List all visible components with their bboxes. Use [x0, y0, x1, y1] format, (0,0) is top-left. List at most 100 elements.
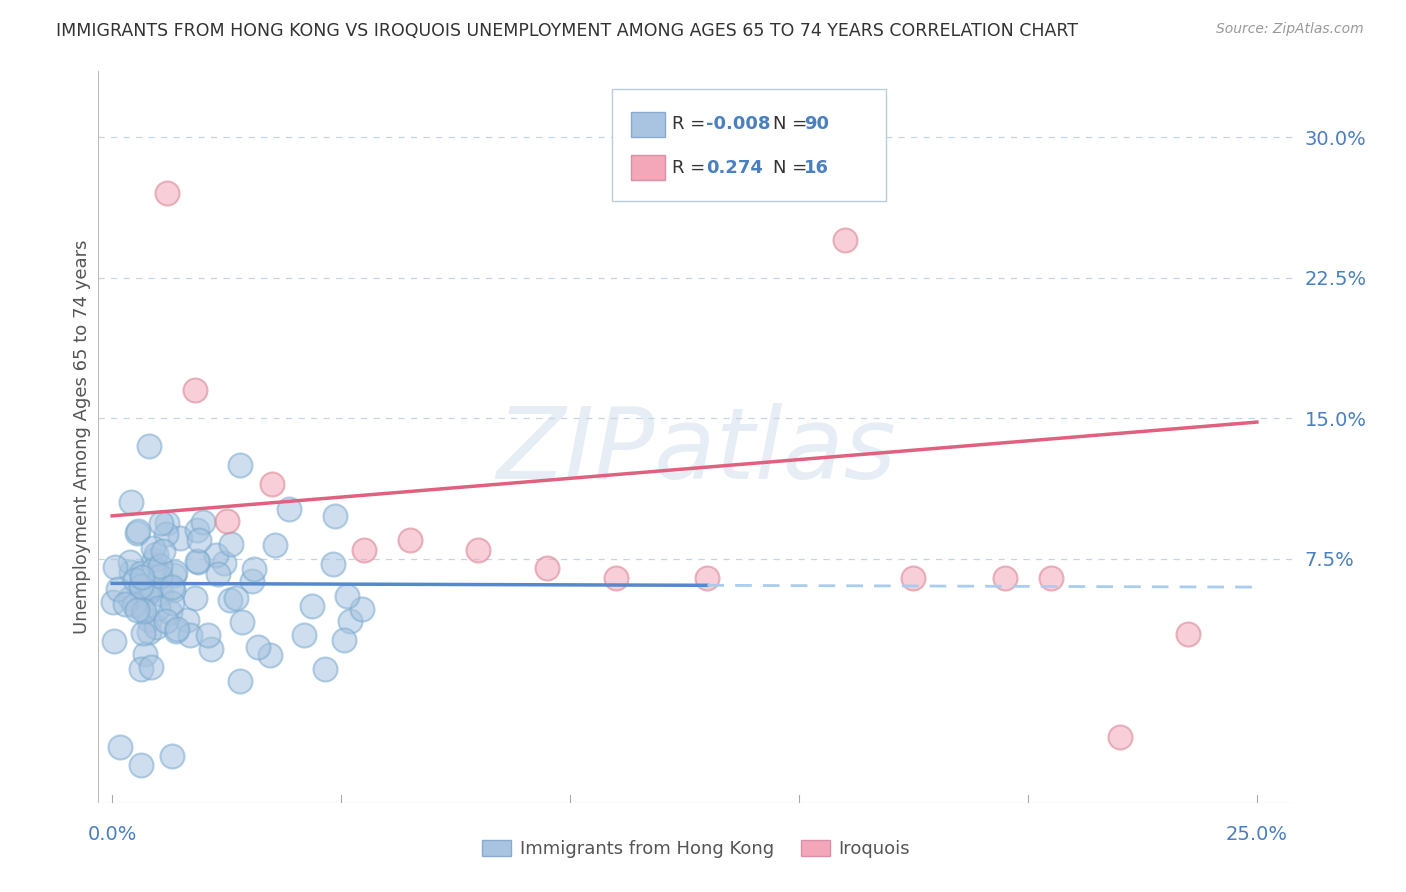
Point — [179, 628, 201, 642]
Point — [120, 591, 142, 606]
Point — [156, 516, 179, 531]
Point — [139, 581, 162, 595]
Point — [219, 537, 242, 551]
Point — [184, 591, 207, 606]
Point — [125, 526, 148, 541]
Point — [165, 624, 187, 639]
Point — [163, 566, 186, 580]
Point — [278, 502, 301, 516]
Point — [135, 587, 157, 601]
Point — [262, 477, 284, 491]
Point — [332, 633, 354, 648]
Point — [160, 596, 183, 610]
Point — [150, 516, 173, 530]
Point — [186, 554, 208, 568]
Point — [114, 597, 136, 611]
Text: 0.0%: 0.0% — [87, 825, 136, 845]
Point — [139, 583, 162, 598]
Point — [138, 440, 160, 454]
Point — [124, 574, 146, 588]
Point — [149, 558, 172, 573]
Point — [183, 383, 205, 397]
Point — [145, 619, 167, 633]
Point — [101, 594, 124, 608]
Point — [131, 570, 153, 584]
Point — [149, 569, 172, 583]
Point — [160, 748, 183, 763]
Point — [193, 515, 215, 529]
Point — [353, 542, 375, 557]
Point — [186, 523, 208, 537]
Point — [322, 557, 344, 571]
Text: 90: 90 — [804, 115, 830, 134]
Point — [155, 526, 177, 541]
Point — [163, 567, 186, 582]
Point — [207, 567, 229, 582]
Text: N =: N = — [773, 159, 807, 177]
Point — [162, 582, 184, 597]
Text: IMMIGRANTS FROM HONG KONG VS IROQUOIS UNEMPLOYMENT AMONG AGES 65 TO 74 YEARS COR: IMMIGRANTS FROM HONG KONG VS IROQUOIS UN… — [56, 22, 1078, 40]
Point — [214, 556, 236, 570]
Point — [169, 532, 191, 546]
Point — [142, 562, 165, 576]
Text: R =: R = — [672, 115, 711, 134]
Point — [903, 571, 925, 585]
Legend: Immigrants from Hong Kong, Iroquois: Immigrants from Hong Kong, Iroquois — [472, 830, 920, 867]
Point — [129, 579, 152, 593]
Point — [1108, 730, 1130, 744]
Point — [108, 739, 131, 754]
Point — [323, 509, 346, 524]
Point — [134, 604, 156, 618]
Point — [398, 533, 420, 548]
Point — [166, 622, 188, 636]
Point — [118, 555, 141, 569]
Text: 0.274: 0.274 — [706, 159, 762, 177]
Point — [160, 581, 183, 595]
Point — [200, 642, 222, 657]
Text: 16: 16 — [804, 159, 830, 177]
Point — [467, 542, 489, 557]
Point — [134, 647, 156, 661]
Point — [145, 547, 167, 561]
Point — [259, 648, 281, 662]
Point — [159, 606, 181, 620]
Point — [187, 555, 209, 569]
Text: R =: R = — [672, 159, 711, 177]
Point — [103, 634, 125, 648]
Point — [339, 614, 361, 628]
Y-axis label: Unemployment Among Ages 65 to 74 years: Unemployment Among Ages 65 to 74 years — [73, 240, 91, 634]
Point — [138, 624, 160, 639]
Point — [215, 515, 238, 529]
Point — [536, 561, 558, 575]
Point — [127, 602, 149, 616]
Point — [150, 587, 173, 601]
Point — [246, 640, 269, 654]
Point — [129, 663, 152, 677]
Point — [218, 593, 240, 607]
Point — [127, 524, 149, 538]
Point — [696, 571, 718, 585]
Point — [240, 574, 263, 589]
Point — [243, 562, 266, 576]
Point — [120, 565, 142, 579]
Point — [1039, 571, 1062, 585]
Point — [229, 673, 252, 688]
Point — [336, 589, 359, 603]
Point — [132, 626, 155, 640]
Point — [143, 552, 166, 566]
Point — [229, 458, 252, 473]
Point — [197, 627, 219, 641]
Point — [122, 598, 145, 612]
Text: -0.008: -0.008 — [706, 115, 770, 134]
Point — [131, 588, 153, 602]
Point — [314, 661, 336, 675]
Text: 25.0%: 25.0% — [1226, 825, 1288, 845]
Point — [146, 601, 169, 615]
Text: N =: N = — [773, 115, 807, 134]
Point — [301, 599, 323, 613]
Point — [834, 233, 856, 247]
Point — [187, 533, 209, 547]
Text: Source: ZipAtlas.com: Source: ZipAtlas.com — [1216, 22, 1364, 37]
Point — [141, 659, 163, 673]
Point — [1177, 627, 1199, 641]
